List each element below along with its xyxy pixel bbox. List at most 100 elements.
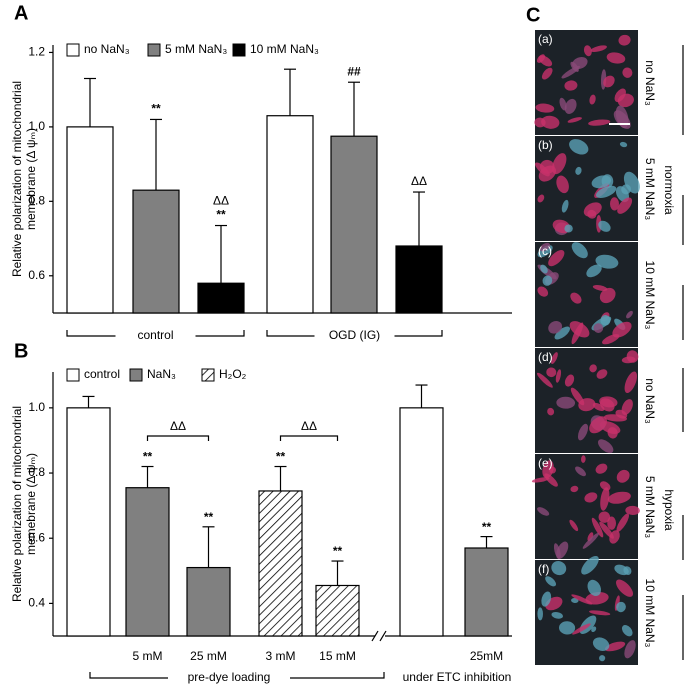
- cell: [564, 80, 578, 91]
- axis-break: [371, 630, 379, 642]
- cell: [555, 369, 562, 383]
- cell: [541, 591, 552, 607]
- cell: [531, 477, 550, 483]
- cell: [626, 310, 633, 319]
- cell: [550, 352, 558, 364]
- annotation: **: [216, 208, 226, 222]
- bar: [66, 126, 114, 314]
- cell: [578, 398, 596, 412]
- cell: [548, 320, 563, 334]
- group-label: pre-dye loading: [188, 670, 271, 684]
- micrograph-bg: [535, 560, 638, 665]
- cell: [616, 469, 630, 483]
- annotation: ##: [347, 64, 361, 78]
- cell: [540, 264, 548, 274]
- comparison-label: ΔΔ: [170, 419, 186, 433]
- cell: [553, 543, 561, 559]
- cell: [587, 532, 594, 542]
- cell: [570, 292, 582, 304]
- cell: [622, 67, 633, 78]
- cell: [535, 103, 555, 113]
- y-axis-label-line: Relative polarization of mitochondrial: [10, 81, 24, 277]
- cell: [616, 579, 634, 597]
- bar: [464, 547, 509, 637]
- cell: [595, 185, 617, 199]
- cell: [575, 466, 586, 477]
- cell: [539, 242, 551, 252]
- treatment-label: 5 mM NaN₃: [643, 158, 657, 220]
- cell: [614, 88, 626, 103]
- cell: [536, 54, 546, 63]
- cell: [545, 576, 557, 587]
- x-tick-label: 3 mM: [266, 649, 296, 663]
- annotation: ΔΔ: [213, 194, 229, 208]
- x-tick-label: 25 mM: [190, 649, 227, 663]
- group-bracket: [266, 330, 443, 337]
- legend-swatch: [232, 43, 246, 57]
- cell: [589, 416, 608, 434]
- cell: [599, 655, 606, 662]
- treatment-label: no NaN₃: [643, 60, 657, 106]
- cell: [537, 607, 543, 621]
- cell: [537, 194, 545, 203]
- cell: [621, 356, 636, 364]
- group-bracket: [66, 330, 245, 337]
- bar: [197, 282, 245, 314]
- y-tick-label: 0.8: [28, 194, 45, 208]
- cell: [551, 611, 564, 619]
- cell: [586, 264, 602, 278]
- comparison-bracket: [279, 435, 339, 441]
- cell: [556, 175, 569, 194]
- cell: [541, 115, 560, 129]
- cell: [614, 595, 620, 611]
- cell: [564, 98, 577, 114]
- cell: [556, 396, 576, 409]
- cell: [571, 594, 593, 605]
- annotation: ΔΔ: [411, 174, 427, 188]
- cell: [589, 610, 611, 616]
- cell: [599, 521, 614, 539]
- bar: [399, 407, 444, 637]
- y-tick-label: 0.6: [28, 530, 45, 544]
- cell: [617, 197, 633, 214]
- cell: [564, 374, 575, 387]
- condition-label: hypoxia: [662, 489, 676, 531]
- cell: [619, 141, 628, 148]
- cell: [591, 517, 604, 538]
- legend-label: 5 mM NaN₃: [165, 42, 227, 56]
- cell: [583, 45, 592, 57]
- group-label: OGD (IG): [329, 328, 380, 342]
- cell: [598, 220, 611, 232]
- cell: [589, 94, 596, 105]
- annotation: **: [482, 520, 492, 534]
- cell: [615, 105, 629, 129]
- cell: [588, 119, 611, 126]
- y-tick-label: 0.4: [28, 596, 45, 610]
- annotation: **: [333, 544, 343, 558]
- cell: [600, 315, 611, 326]
- bar: [315, 584, 360, 637]
- cell: [599, 481, 611, 491]
- cell: [536, 372, 553, 388]
- image-label: (c): [538, 244, 552, 258]
- bar: [330, 135, 378, 314]
- cell: [541, 67, 553, 80]
- cell: [591, 626, 597, 633]
- cell: [595, 463, 608, 474]
- y-tick-label: 0.6: [28, 268, 45, 282]
- cell: [618, 34, 631, 46]
- y-tick-label: 1.0: [28, 119, 45, 133]
- axis-break: [379, 630, 387, 642]
- cell: [561, 199, 569, 213]
- cell: [587, 579, 601, 597]
- cell: [571, 242, 588, 259]
- group-bracket: [89, 672, 385, 679]
- cell: [581, 455, 586, 463]
- bar: [186, 566, 231, 637]
- legend-swatch: [66, 43, 80, 57]
- annotation: **: [143, 450, 153, 464]
- image-label: (a): [538, 32, 553, 46]
- cell: [572, 623, 591, 635]
- annotation: **: [151, 102, 161, 116]
